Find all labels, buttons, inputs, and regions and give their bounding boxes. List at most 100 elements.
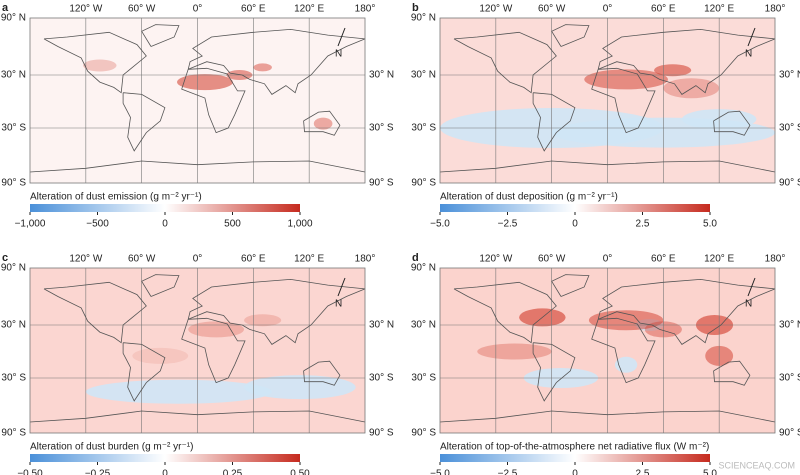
colorbar-label: Alteration of dust emission (g m⁻² yr⁻¹) <box>30 192 202 203</box>
north-label: N <box>745 49 752 60</box>
map-frame <box>29 267 366 434</box>
lat-label: 30° S <box>369 123 394 134</box>
panel-letter: a <box>2 2 9 14</box>
lon-label: 120° E <box>704 4 734 15</box>
colorbar-tick-label: 0 <box>162 469 168 475</box>
north-arrow <box>747 277 756 297</box>
field-positive <box>177 74 233 91</box>
colorbar-tick-label: 0.25 <box>223 469 243 475</box>
coastline <box>551 24 590 47</box>
lat-label: 90° S <box>1 178 26 189</box>
colorbar-tick-label: 2.5 <box>636 469 650 475</box>
colorbar <box>440 204 710 212</box>
lat-label: 30° S <box>411 373 436 384</box>
field-positive <box>253 63 272 72</box>
coastline <box>597 28 776 95</box>
colorbar-tick-label: −1,000 <box>15 219 46 230</box>
coastline <box>43 31 147 94</box>
lat-label: 90° S <box>411 428 436 439</box>
lat-label: 90° N <box>1 263 26 274</box>
panel-letter: b <box>412 2 419 14</box>
colorbar-tick-label: 5.0 <box>703 469 717 475</box>
map-frame <box>29 17 366 184</box>
coastline <box>532 92 576 152</box>
colorbar-label: Alteration of dust deposition (g m⁻² yr⁻… <box>440 192 618 203</box>
north-label: N <box>335 299 342 310</box>
coastline <box>29 410 366 423</box>
lon-label: 180° <box>355 254 376 265</box>
colorbar <box>440 454 710 462</box>
colorbar-label: Alteration of dust burden (g m⁻² yr⁻¹) <box>30 442 193 453</box>
lon-label: 180° <box>765 254 786 265</box>
north-label: N <box>335 49 342 60</box>
coastline <box>141 274 180 297</box>
panel: a N 120° W 60° W 0° 60° E 120° E 180° 90° N 30° N… <box>1 2 394 230</box>
coastline <box>439 410 776 423</box>
lat-label: 90° S <box>1 428 26 439</box>
coastline <box>597 278 776 345</box>
lat-label: 30° N <box>779 70 800 81</box>
lat-label: 30° N <box>411 320 436 331</box>
watermark: SCIENCEAQ.COM <box>718 460 795 470</box>
lat-label: 90° S <box>369 178 394 189</box>
field-positive <box>83 59 117 72</box>
field-positive <box>654 64 692 77</box>
lat-label: 30° S <box>779 123 800 134</box>
colorbar-tick-label: 0 <box>572 469 578 475</box>
colorbar-tick-label: −5.0 <box>430 469 450 475</box>
colorbar-tick-label: −2.5 <box>498 219 518 230</box>
lat-label: 90° S <box>779 428 800 439</box>
coastline <box>453 281 557 344</box>
map-frame <box>439 267 776 434</box>
coastline <box>532 342 576 402</box>
coastline <box>187 28 366 95</box>
colorbar-tick-label: 1,000 <box>287 219 312 230</box>
colorbar-tick-label: 0.50 <box>290 469 310 475</box>
lon-label: 60° E <box>651 4 676 15</box>
field-positive <box>477 343 552 360</box>
colorbar-tick-label: 5.0 <box>703 219 717 230</box>
lon-label: 0° <box>193 4 203 15</box>
lat-label: 90° S <box>779 178 800 189</box>
field-negative <box>244 375 356 400</box>
colorbar-tick-label: 0 <box>572 219 578 230</box>
lon-label: 120° W <box>69 4 102 15</box>
coastline <box>141 24 180 47</box>
lon-label: 60° W <box>538 4 566 15</box>
lon-label: 60° W <box>538 254 566 265</box>
lon-label: 120° W <box>479 4 512 15</box>
lat-label: 30° S <box>411 123 436 134</box>
lat-label: 90° S <box>411 178 436 189</box>
coastline <box>713 110 751 136</box>
lat-label: 30° N <box>1 320 26 331</box>
colorbar-tick-label: −0.50 <box>17 469 43 475</box>
coastline <box>29 160 366 173</box>
coastline <box>439 160 776 173</box>
coastline <box>122 342 166 402</box>
colorbar-tick-label: 500 <box>224 219 241 230</box>
lon-label: 180° <box>355 4 376 15</box>
coastline <box>187 278 366 345</box>
field-positive <box>244 314 282 327</box>
lon-label: 0° <box>193 254 203 265</box>
field-positive <box>313 117 333 130</box>
coastline <box>713 360 751 386</box>
coastline <box>181 317 246 384</box>
lat-label: 30° N <box>411 70 436 81</box>
coastline <box>181 67 246 134</box>
lat-label: 30° S <box>779 373 800 384</box>
lat-label: 90° N <box>411 13 436 24</box>
colorbar-tick-label: −2.5 <box>498 469 518 475</box>
panel-letter: d <box>412 252 419 264</box>
lon-label: 120° E <box>294 4 324 15</box>
field-positive <box>132 347 189 364</box>
lat-label: 30° N <box>779 320 800 331</box>
lon-label: 180° <box>765 4 786 15</box>
coastline <box>303 360 341 386</box>
lat-label: 30° N <box>369 70 394 81</box>
lat-label: 30° S <box>369 373 394 384</box>
coastline <box>122 92 166 152</box>
coastline <box>551 274 590 297</box>
lat-label: 90° N <box>1 13 26 24</box>
